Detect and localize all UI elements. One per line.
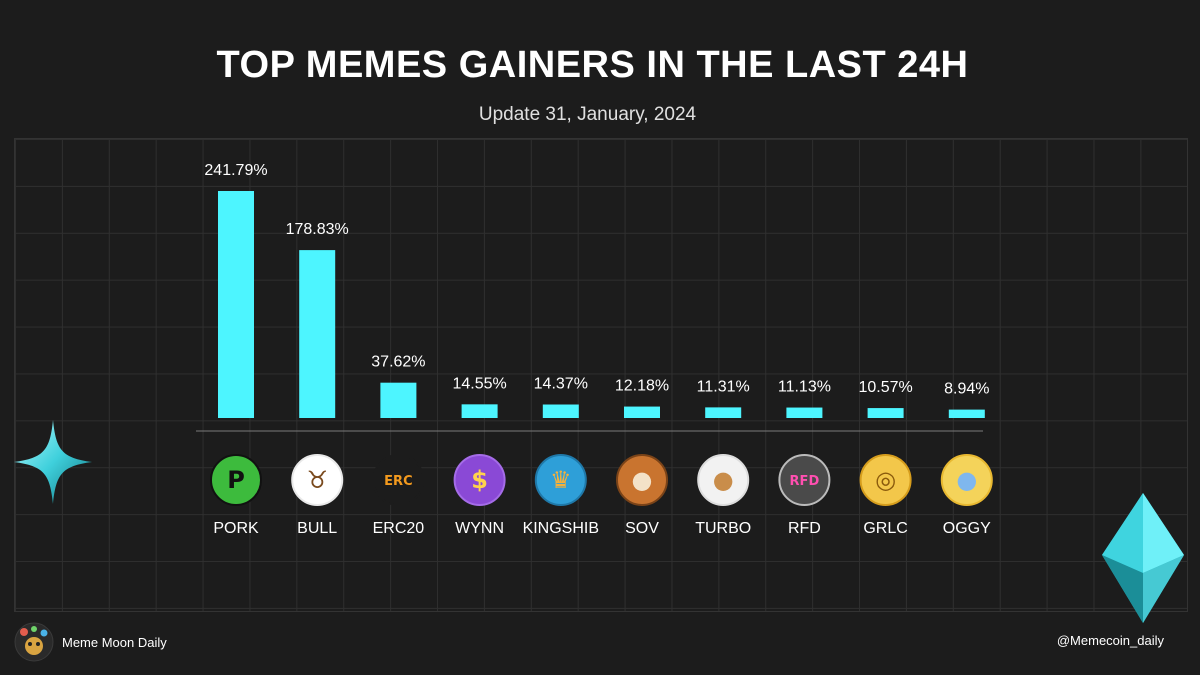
- background-grid: [14, 138, 1188, 612]
- tick-label-sov: SOV: [625, 520, 659, 537]
- tick-label-grlc: GRLC: [863, 520, 907, 537]
- bar-kingshib: [542, 404, 579, 418]
- data-label-turbo: 11.31%: [697, 378, 750, 395]
- tick-label-kingshib: KINGSHIB: [523, 520, 599, 537]
- tick-label-wynn: WYNN: [455, 520, 504, 537]
- brand-name: Meme Moon Daily: [62, 634, 167, 650]
- rfd-coin-icon-glyph: RFD: [790, 474, 820, 489]
- data-label-rfd: 11.13%: [778, 379, 831, 396]
- tick-label-turbo: TURBO: [695, 520, 751, 537]
- sov-coin-icon: [616, 454, 668, 506]
- tick-label-oggy: OGGY: [943, 520, 991, 537]
- data-label-kingshib: 14.37%: [534, 376, 588, 393]
- bar-sov: [624, 406, 660, 418]
- tick-label-erc20: ERC20: [373, 520, 425, 537]
- bar-wynn: [461, 404, 498, 418]
- tick-label-rfd: RFD: [788, 520, 821, 537]
- pork-coin-icon-glyph: P: [227, 466, 245, 494]
- wynn-coin-icon-glyph: $: [471, 466, 488, 494]
- sparkle-icon: [14, 420, 92, 504]
- data-label-wynn: 14.55%: [452, 375, 506, 392]
- bar-pork: [218, 191, 254, 418]
- bar-bull: [299, 250, 336, 418]
- kingshib-coin-icon: [534, 454, 587, 506]
- brand: Meme Moon Daily: [14, 622, 167, 662]
- crystal-icon: [1102, 493, 1184, 623]
- grlc-coin-icon: [859, 454, 912, 506]
- data-label-pork: 241.79%: [204, 162, 267, 179]
- kingshib-coin-icon-glyph: ♛: [550, 466, 572, 494]
- bull-coin-icon-glyph: ♉: [306, 466, 328, 494]
- tick-label-bull: BULL: [297, 520, 337, 537]
- data-label-erc20: 37.62%: [371, 354, 425, 371]
- wynn-coin-icon: [453, 454, 506, 506]
- oggy-coin-icon: [940, 454, 993, 506]
- bar-erc20: [380, 382, 417, 418]
- brand-logo-icon: [14, 622, 54, 662]
- social-handle: @Memecoin_daily: [1056, 633, 1164, 648]
- oggy-coin-icon-glyph: ●: [956, 466, 977, 494]
- data-label-sov: 12.18%: [615, 378, 669, 395]
- data-label-bull: 178.83%: [286, 221, 349, 238]
- data-label-grlc: 10.57%: [858, 379, 912, 396]
- turbo-coin-icon: [697, 454, 750, 506]
- tick-label-pork: PORK: [213, 520, 259, 537]
- erc20-coin-icon: [372, 454, 425, 506]
- chart-subtitle: Update 31, January, 2024: [478, 104, 697, 125]
- turbo-coin-icon-glyph: ●: [713, 466, 734, 494]
- bull-coin-icon: [291, 454, 344, 506]
- grlc-coin-icon-glyph: ◎: [875, 466, 896, 494]
- sov-coin-icon-glyph: ●: [632, 466, 653, 494]
- data-label-oggy: 8.94%: [944, 381, 989, 398]
- rfd-coin-icon: [778, 454, 831, 506]
- bar-oggy: [948, 409, 985, 418]
- bar-turbo: [705, 407, 742, 418]
- chart-title: TOP MEMES GAINERS IN THE LAST 24H: [216, 44, 969, 86]
- pork-coin-icon: [210, 454, 262, 506]
- erc20-coin-icon-glyph: ERC: [384, 474, 412, 489]
- bar-rfd: [786, 407, 823, 418]
- bar-grlc: [867, 408, 904, 418]
